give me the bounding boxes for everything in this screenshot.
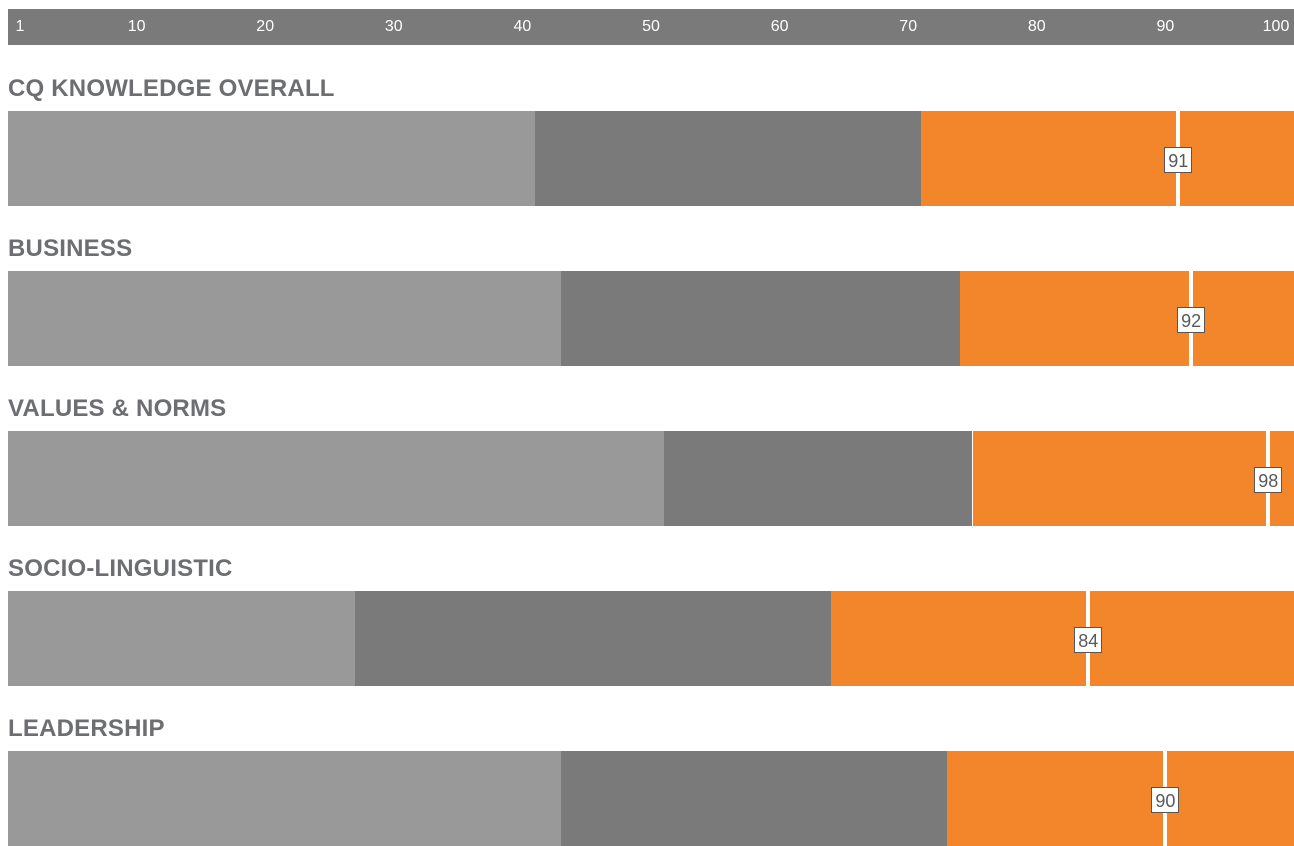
high-band-segment xyxy=(947,751,1294,846)
score-bar: 92 xyxy=(8,271,1294,366)
scale-tick-label: 10 xyxy=(128,9,146,45)
low-band-segment xyxy=(8,271,561,366)
percentile-scale: 1 10 20 30 40 50 60 70 80 90 100 xyxy=(8,9,1294,45)
row-title: SOCIO-LINGUISTIC xyxy=(8,555,233,583)
high-band-segment xyxy=(921,111,1294,206)
score-bar: 90 xyxy=(8,751,1294,846)
score-marker-label: 92 xyxy=(1177,307,1205,333)
mid-band-segment xyxy=(535,111,921,206)
scale-tick-label: 30 xyxy=(385,9,403,45)
scale-tick-label: 80 xyxy=(1028,9,1046,45)
mid-band-segment xyxy=(561,751,947,846)
row-title: VALUES & NORMS xyxy=(8,395,226,423)
high-band-segment xyxy=(831,591,1294,686)
score-marker-label: 84 xyxy=(1074,627,1102,653)
low-band-segment xyxy=(8,591,355,686)
high-band-segment xyxy=(973,431,1294,526)
low-band-segment xyxy=(8,111,535,206)
scale-tick-label: 60 xyxy=(771,9,789,45)
score-bar: 98 xyxy=(8,431,1294,526)
row-title: BUSINESS xyxy=(8,235,132,263)
scale-tick-label: 50 xyxy=(642,9,660,45)
row-title: CQ KNOWLEDGE OVERALL xyxy=(8,75,335,103)
score-marker-label: 98 xyxy=(1254,467,1282,493)
low-band-segment xyxy=(8,751,561,846)
scale-tick-label: 1 xyxy=(16,9,25,45)
score-marker-label: 91 xyxy=(1164,147,1192,173)
scale-tick-label: 20 xyxy=(256,9,274,45)
scale-tick-label: 90 xyxy=(1156,9,1174,45)
mid-band-segment xyxy=(561,271,960,366)
mid-band-segment xyxy=(664,431,973,526)
scale-tick-label: 40 xyxy=(513,9,531,45)
score-bar: 84 xyxy=(8,591,1294,686)
score-marker-label: 90 xyxy=(1151,787,1179,813)
scale-tick-label: 100 xyxy=(1263,9,1290,45)
high-band-segment xyxy=(960,271,1294,366)
row-title: LEADERSHIP xyxy=(8,715,165,743)
score-bar: 91 xyxy=(8,111,1294,206)
scale-tick-label: 70 xyxy=(899,9,917,45)
low-band-segment xyxy=(8,431,664,526)
mid-band-segment xyxy=(355,591,831,686)
